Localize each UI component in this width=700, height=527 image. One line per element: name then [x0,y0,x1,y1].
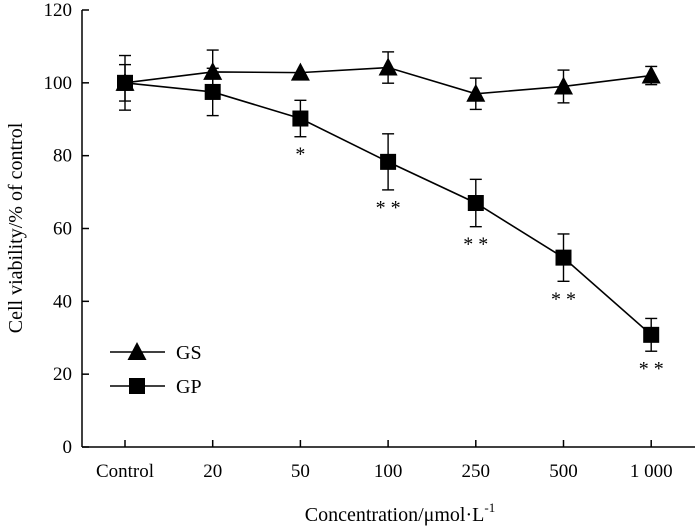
y-axis-title: Cell viability/% of control [5,122,27,333]
x-tick-label: 250 [462,461,491,482]
significance-label: * * [463,234,488,256]
significance-label: * [295,144,305,166]
y-tick-label: 80 [53,146,72,167]
x-tick-label: 50 [291,461,310,482]
significance-label: * * [376,197,401,219]
series-gs [115,49,661,111]
data-point-gp [380,153,397,170]
data-point-gs [641,65,661,84]
x-axis-title-superscript: -1 [484,500,495,515]
legend-square-icon [129,378,145,394]
x-axis-title-text: Concentration/μmol·L [305,504,485,526]
x-axis-title: Concentration/μmol·L-1 [305,500,495,526]
data-point-gp [467,195,484,212]
data-point-gp [204,83,221,100]
x-tick-label: 1 000 [630,461,673,482]
y-tick-label: 100 [44,73,73,94]
data-point-gp [292,110,309,127]
data-point-gs [554,76,573,95]
legend: GS GP [110,342,202,398]
data-point-gp [643,326,660,343]
legend-item-gp: GP [110,376,202,398]
x-tick-label: 500 [549,461,578,482]
x-tick-label: 20 [203,461,222,482]
x-tick-label: Control [96,461,154,482]
y-tick-label: 0 [63,437,73,458]
data-point-gp [555,249,572,266]
data-point-gp [117,74,133,91]
y-tick-label: 20 [53,364,72,385]
x-ticks: Control 20 50 100 250 500 1 000 [96,440,673,482]
legend-triangle-icon [127,342,147,360]
y-tick-label: 40 [53,291,72,312]
y-tick-label: 120 [44,0,73,21]
y-ticks: 0 20 40 60 80 100 120 [44,0,89,458]
x-tick-label: 100 [374,461,403,482]
legend-item-gs: GS [110,342,202,364]
significance-label: * * [639,358,664,380]
series-gp [117,63,660,352]
significance-markers: * * * * * * * * * [295,144,663,380]
legend-label-gp: GP [176,376,202,398]
significance-label: * * [551,288,576,310]
y-tick-label: 60 [53,219,72,240]
data-point-gs [466,83,486,102]
data-point-gs [378,57,398,76]
series-layer [115,49,661,352]
legend-label-gs: GS [176,342,202,364]
data-point-gs [290,62,310,81]
